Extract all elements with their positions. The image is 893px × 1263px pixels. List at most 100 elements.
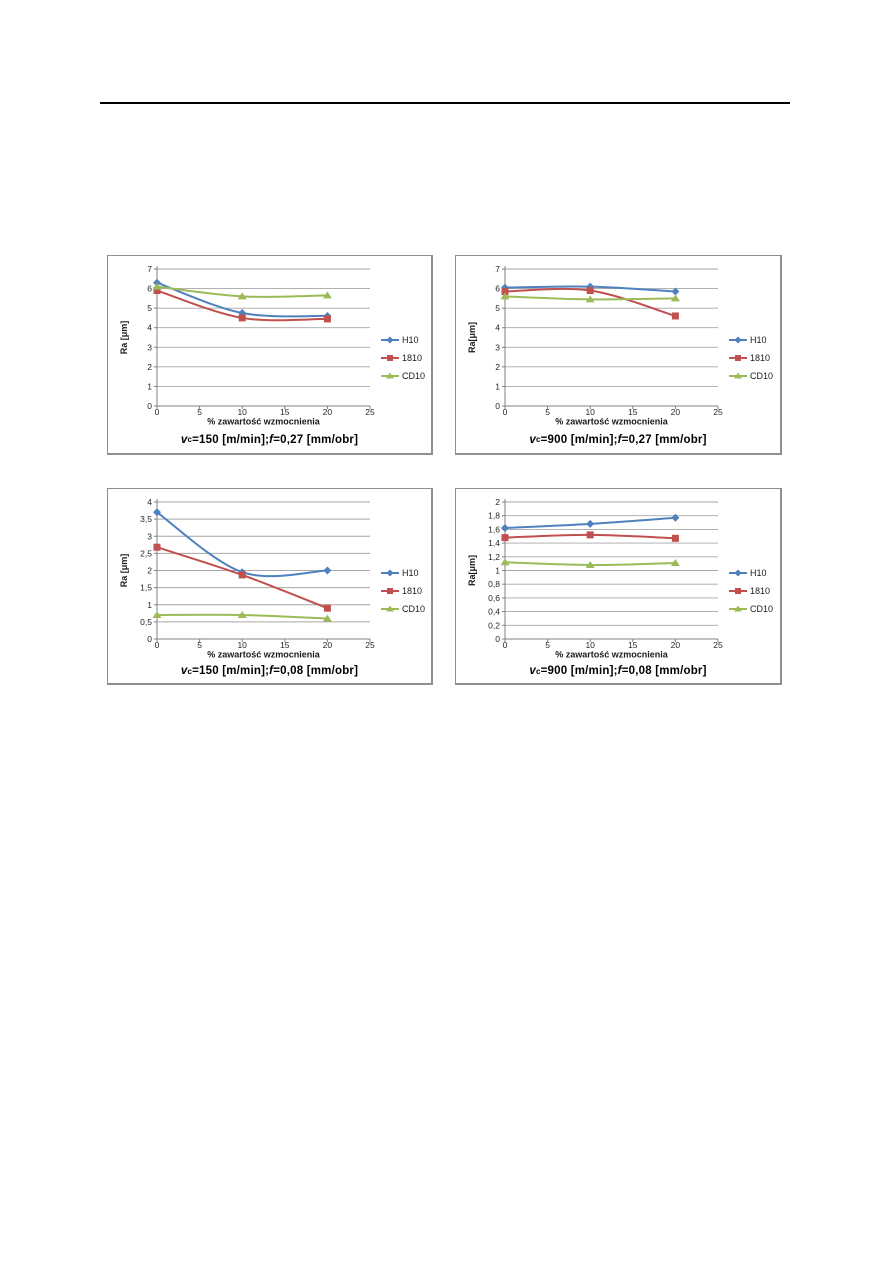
caption-f-symbol: f [269, 665, 274, 677]
y-tick-label: 1,5 [140, 583, 152, 593]
y-tick-label: 3 [495, 342, 500, 352]
chart-panel-vc150-f008: 0 0,5 1 1,5 2 2,5 3 3,5 4 0 5 10 15 20 25 % zawartość w… [107, 488, 433, 685]
x-tick-label: 5 [545, 640, 550, 650]
y-tick-label: 5 [147, 303, 152, 313]
y-tick-label: 0 [495, 401, 500, 411]
series-CD10 [500, 292, 680, 303]
y-tick-label: 0 [147, 634, 152, 644]
x-axis-title: % zawartość wzmocnienia [207, 417, 321, 427]
x-tick-label: 5 [197, 640, 202, 650]
x-tick-label: 5 [197, 407, 202, 417]
chart-panel-vc900-f027: 0 1 2 3 4 5 6 7 0 5 10 15 20 25 % zawartość wzmocnieni… [455, 255, 782, 455]
x-tick-label: 10 [585, 407, 595, 417]
data-point-marker-1810 [586, 531, 594, 539]
y-tick-label: 1,2 [488, 552, 500, 562]
y-tick-label: 5 [495, 303, 500, 313]
legend-item-H10: H10 [380, 335, 419, 345]
x-tick-label: 0 [154, 407, 159, 417]
legend-label: H10 [750, 568, 767, 578]
data-point-marker-H10 [671, 287, 680, 296]
caption-speed-text: =900 [m/min]; [540, 433, 618, 446]
y-axis-title: Ra [μm] [119, 321, 129, 355]
axes [156, 499, 370, 640]
legend-marker-diamond [734, 336, 742, 344]
caption-v-symbol: v [529, 433, 536, 446]
data-point-marker-CD10 [237, 611, 247, 619]
x-axis-title: % zawartość wzmocnienia [555, 650, 669, 660]
series-1810 [501, 287, 679, 320]
data-point-marker-CD10 [152, 282, 161, 290]
data-point-marker-CD10 [500, 558, 510, 566]
y-tick-label: 0 [495, 634, 500, 644]
legend-label: H10 [402, 335, 419, 345]
legend-marker-square [735, 355, 741, 361]
caption-v-symbol: v [180, 433, 188, 446]
caption-speed-text: =150 [m/min]; [192, 665, 270, 677]
caption-v-symbol: v [180, 665, 188, 677]
chart-canvas: 0 1 2 3 4 5 6 7 0 5 10 15 20 25 % zawartość wzmocnieni… [119, 264, 425, 427]
y-tick-label: 4 [147, 497, 152, 507]
legend-label: 1810 [402, 586, 422, 596]
x-tick-label: 25 [365, 407, 375, 417]
legend-label: 1810 [402, 353, 422, 363]
legend-label: CD10 [402, 604, 425, 614]
y-tick-labels: 0 1 2 3 4 5 6 7 [147, 264, 157, 411]
chart-caption: v c =900 [m/min]; f =0,08 [mm/obr] [529, 659, 706, 683]
y-tick-label: 2 [147, 362, 152, 372]
legend: H10 1810 CD10 [380, 568, 425, 614]
x-tick-label: 20 [671, 407, 681, 417]
x-tick-label: 20 [322, 407, 332, 417]
caption-feed-text: =0,08 [mm/obr] [273, 665, 359, 677]
x-tick-label: 25 [365, 640, 375, 650]
y-tick-label: 2 [147, 566, 152, 576]
y-tick-label: 2,5 [140, 548, 152, 558]
x-tick-labels: 0 5 10 15 20 25 [503, 406, 723, 417]
data-point-marker-1810 [238, 571, 246, 579]
x-tick-label: 10 [237, 407, 247, 417]
legend-marker-triangle [734, 605, 742, 612]
legend-marker-triangle [385, 372, 394, 379]
y-tick-label: 0 [147, 401, 152, 411]
y-tick-label: 1,4 [488, 538, 500, 548]
chart-panel-vc900-f008: 0 0,2 0,4 0,6 0,8 1 1,2 1,4 1,6 1,8 2 0 5 10 15 20 25% z… [455, 488, 782, 685]
legend-marker-square [386, 588, 393, 594]
data-point-marker-CD10 [322, 291, 332, 299]
legend-item-CD10: CD10 [729, 371, 773, 381]
y-tick-label: 1 [147, 381, 152, 391]
y-gridlines [156, 501, 370, 623]
data-point-marker-1810 [671, 534, 679, 542]
chart-caption: v c =150 [m/min]; f =0,08 [mm/obr] [181, 659, 358, 683]
chart-panel-vc150-f027: 0 1 2 3 4 5 6 7 0 5 10 15 20 25 % zawartość wzmocnieni… [107, 255, 433, 455]
y-tick-label: 1 [495, 566, 500, 576]
x-tick-labels: 0 5 10 15 20 25 [503, 639, 723, 650]
legend-label: H10 [402, 568, 419, 578]
x-tick-label: 15 [628, 407, 638, 417]
series-1810 [501, 531, 679, 542]
series-1810 [153, 287, 331, 323]
caption-v-subscript: c [535, 666, 541, 676]
caption-feed-text: =0,08 [mm/obr] [621, 665, 707, 677]
legend-item-CD10: CD10 [380, 604, 425, 614]
data-point-marker-1810 [153, 543, 160, 551]
x-tick-label: 25 [713, 407, 723, 417]
data-point-marker-CD10 [152, 611, 161, 619]
x-tick-label: 20 [671, 640, 681, 650]
y-tick-label: 6 [147, 284, 152, 294]
x-axis-title: % zawartość wzmocnienia [555, 417, 669, 427]
y-tick-labels: 0 1 2 3 4 5 6 7 [495, 264, 505, 411]
y-tick-label: 0,2 [488, 620, 500, 630]
chart-canvas: 00,20,40,60,811,21,41,61,820 5 10 15 20 25% z… [467, 497, 773, 660]
legend-marker-square [735, 588, 741, 594]
y-tick-labels: 0 0,2 0,4 0,6 0,8 1 1,2 1,4 1,6 1,8 2 [488, 497, 505, 644]
axes [504, 499, 718, 640]
data-point-marker-H10 [671, 513, 680, 522]
data-point-marker-1810 [501, 288, 509, 296]
data-point-marker-CD10 [585, 561, 595, 569]
data-point-marker-1810 [671, 312, 679, 320]
data-point-marker-1810 [153, 287, 160, 295]
data-point-marker-H10 [501, 283, 509, 292]
legend-item-CD10: CD10 [729, 604, 773, 614]
legend-item-H10: H10 [380, 568, 419, 578]
caption-v-subscript: c [187, 435, 193, 444]
data-point-marker-1810 [501, 534, 509, 542]
